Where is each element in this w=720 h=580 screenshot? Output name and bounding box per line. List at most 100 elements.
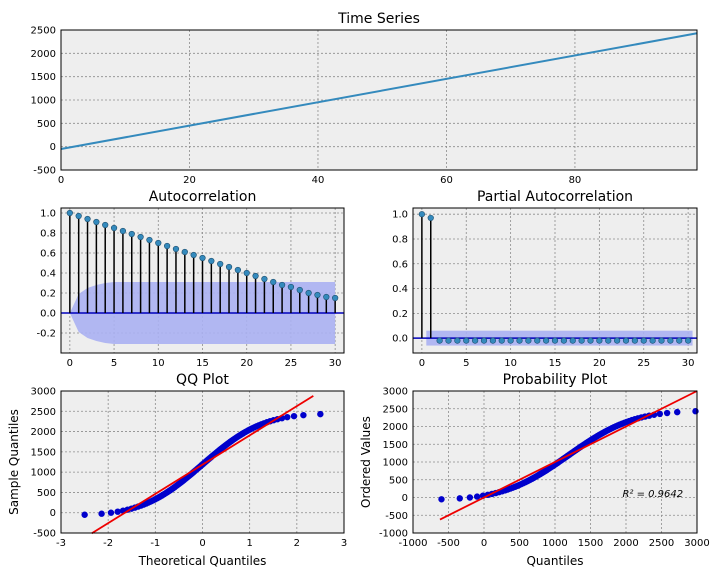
acf-marker xyxy=(270,278,277,286)
y-tick-label: 0.6 xyxy=(40,249,56,260)
x-tick-label: -1000 xyxy=(398,538,427,549)
acf-marker xyxy=(110,224,118,232)
y-tick-label: 2500 xyxy=(31,407,56,418)
acf-marker xyxy=(84,215,91,223)
x-tick-label: 3 xyxy=(341,538,347,549)
y-tick-label: 1000 xyxy=(31,468,56,479)
pacf-marker xyxy=(534,337,541,344)
x-tick-label: 80 xyxy=(569,175,582,186)
x-axis-label: Theoretical Quantiles xyxy=(138,554,267,568)
pacf-marker xyxy=(640,337,647,344)
y-tick-label: -1000 xyxy=(379,529,408,540)
gridlines xyxy=(61,30,697,170)
y-tick-label: -500 xyxy=(33,166,56,177)
x-tick-label: 2500 xyxy=(649,538,674,549)
x-tick-label: 0 xyxy=(67,358,73,369)
pacf-marker xyxy=(436,337,443,344)
x-tick-label: 20 xyxy=(240,358,253,369)
x-tick-label: 60 xyxy=(440,175,453,186)
y-tick-label: 2500 xyxy=(383,404,408,415)
x-tick-label: 30 xyxy=(682,358,695,369)
chart-title: Partial Autocorrelation xyxy=(477,189,633,205)
pacf-marker xyxy=(587,337,594,344)
x-tick-label: 2000 xyxy=(613,538,638,549)
pacf-marker xyxy=(658,337,665,344)
reference-line xyxy=(439,390,698,521)
acf-marker xyxy=(146,236,153,244)
acf-marker xyxy=(243,269,250,277)
chart-title: Time Series xyxy=(337,11,420,27)
x-tick-label: 15 xyxy=(549,358,562,369)
pacf-marker xyxy=(614,337,621,344)
autocorrelation-panel: 0 5 10 15 20 25 30 -0.2 0.0 0.2 0.4 0.6 0.8 1.0 Autoco… xyxy=(36,189,345,369)
pacf-marker xyxy=(498,337,505,344)
y-tick-label: 2000 xyxy=(383,422,408,433)
x-tick-label: 2 xyxy=(294,538,300,549)
acf-marker xyxy=(155,239,162,247)
y-axis-label: Ordered Values xyxy=(359,416,373,508)
x-tick-label: -3 xyxy=(56,538,66,549)
acf-marker xyxy=(199,254,206,262)
qq-plot-panel: -3 -2 -1 0 1 2 3 -500 0 500 1000 1500 2000 2500 3000 QQ… xyxy=(7,372,347,568)
acf-marker xyxy=(252,272,259,280)
pacf-marker xyxy=(480,337,488,344)
partial-autocorrelation-panel: 0 5 10 15 20 25 30 0.0 0.2 0.4 0.6 0.8 1.0 Partial Au… xyxy=(392,189,698,369)
chart-title: Probability Plot xyxy=(503,372,608,388)
x-tick-label: 1 xyxy=(246,538,252,549)
y-tick-label: 0.8 xyxy=(392,234,408,245)
y-tick-label: 3000 xyxy=(383,387,408,398)
pacf-marker xyxy=(472,337,479,344)
y-tick-label: 2500 xyxy=(31,26,56,37)
quantile-point xyxy=(466,494,474,501)
plot-frame xyxy=(412,207,698,354)
acf-marker xyxy=(137,233,144,241)
pacf-marker xyxy=(631,337,638,344)
pacf-marker xyxy=(507,337,514,344)
acf-marker xyxy=(217,260,224,268)
quantile-point xyxy=(656,410,664,418)
acf-marker xyxy=(305,289,312,297)
y-tick-label: -0.2 xyxy=(36,329,56,340)
quantile-points xyxy=(438,408,699,503)
y-tick-label: -500 xyxy=(33,529,56,540)
x-tick-label: 25 xyxy=(637,358,650,369)
plot-frame xyxy=(60,207,345,354)
y-tick-label: 0 xyxy=(50,142,56,153)
gridlines xyxy=(61,391,344,533)
pacf-marker xyxy=(516,337,523,344)
x-tick-label: 20 xyxy=(183,175,196,186)
x-tick-label: 1500 xyxy=(578,538,603,549)
pacf-marker xyxy=(427,214,434,222)
acf-marker xyxy=(287,283,295,291)
y-tick-label: 1500 xyxy=(31,72,56,83)
acf-marker xyxy=(234,266,241,274)
y-axis-label: Sample Quantiles xyxy=(7,409,21,515)
pacf-marker xyxy=(676,337,683,344)
pacf-marker xyxy=(445,337,452,344)
quantile-point xyxy=(438,496,445,503)
quantile-point xyxy=(692,408,699,415)
x-tick-label: 5 xyxy=(111,358,117,369)
x-tick-label: 0 xyxy=(481,538,487,549)
pacf-marker xyxy=(543,337,550,344)
acf-marker xyxy=(296,286,303,294)
acf-marker xyxy=(225,263,233,271)
y-tick-label: 0.0 xyxy=(392,334,408,345)
pacf-marker xyxy=(605,337,612,344)
y-tick-label: 2000 xyxy=(31,427,56,438)
pacf-marker xyxy=(454,337,461,344)
acf-marker xyxy=(323,293,330,301)
acf-marker xyxy=(332,294,339,302)
acf-marker xyxy=(181,248,188,256)
acf-marker xyxy=(102,221,109,229)
x-tick-label: 0 xyxy=(419,358,425,369)
y-tick-label: 1000 xyxy=(31,96,56,107)
quantile-point xyxy=(107,509,115,516)
x-tick-label: 10 xyxy=(152,358,165,369)
y-tick-label: 0.0 xyxy=(40,309,56,320)
acf-marker xyxy=(278,281,286,289)
y-tick-label: 1.0 xyxy=(40,209,56,220)
y-tick-label: -500 xyxy=(385,511,408,522)
